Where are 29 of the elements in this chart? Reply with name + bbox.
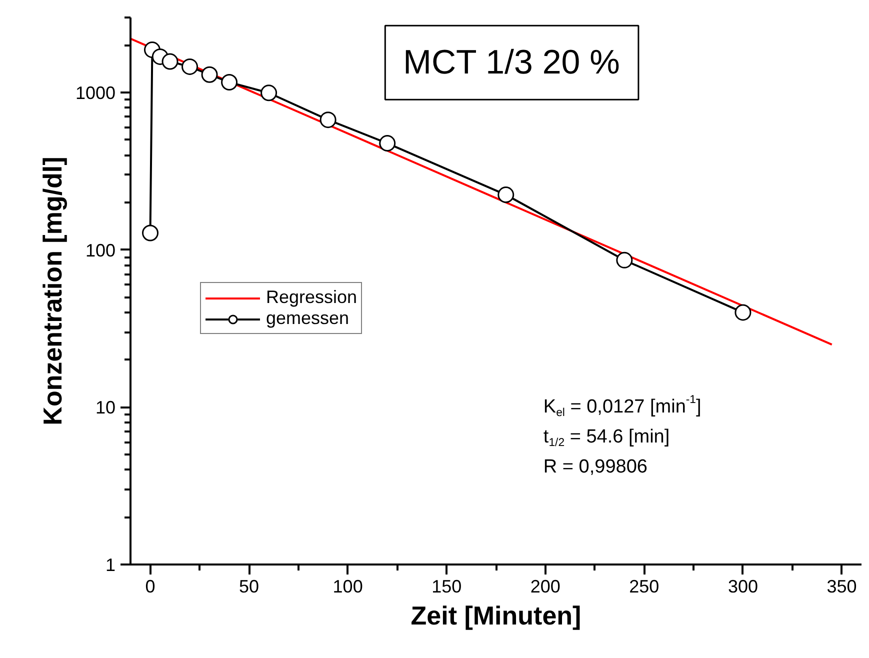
y-tick-label: 100 — [85, 240, 116, 260]
point — [260, 84, 278, 102]
x-tick-label: 300 — [728, 576, 758, 596]
point — [379, 135, 396, 152]
x-axis-title: Zeit [Minuten] — [410, 600, 582, 630]
point — [182, 58, 198, 75]
point — [498, 186, 514, 204]
y-axis-title: Konzentration [mg/dl] — [37, 156, 68, 426]
y-tick-label: 1000 — [75, 83, 116, 104]
point — [616, 252, 633, 268]
point — [734, 304, 752, 321]
x-tick-label: 100 — [332, 576, 363, 596]
point — [142, 224, 159, 242]
legend-label: gemessen — [266, 308, 350, 329]
point — [320, 112, 336, 128]
y-tick-label: 10 — [95, 398, 116, 418]
text: MCT 1/3 20 % — [403, 44, 620, 82]
x-tick-label: 250 — [629, 576, 660, 596]
point — [221, 74, 238, 90]
y-tick-label: 1 — [105, 555, 116, 575]
x-tick-label: 150 — [432, 576, 462, 596]
x-tick-label: 50 — [239, 576, 260, 596]
x-tick-label: 200 — [530, 576, 560, 596]
legend-label: Regression — [266, 287, 358, 308]
x-tick-label: 350 — [826, 576, 857, 596]
point — [162, 53, 178, 70]
x-tick-label: 0 — [145, 576, 156, 596]
point — [201, 66, 218, 83]
annotation: R = 0,99806 — [543, 456, 648, 478]
